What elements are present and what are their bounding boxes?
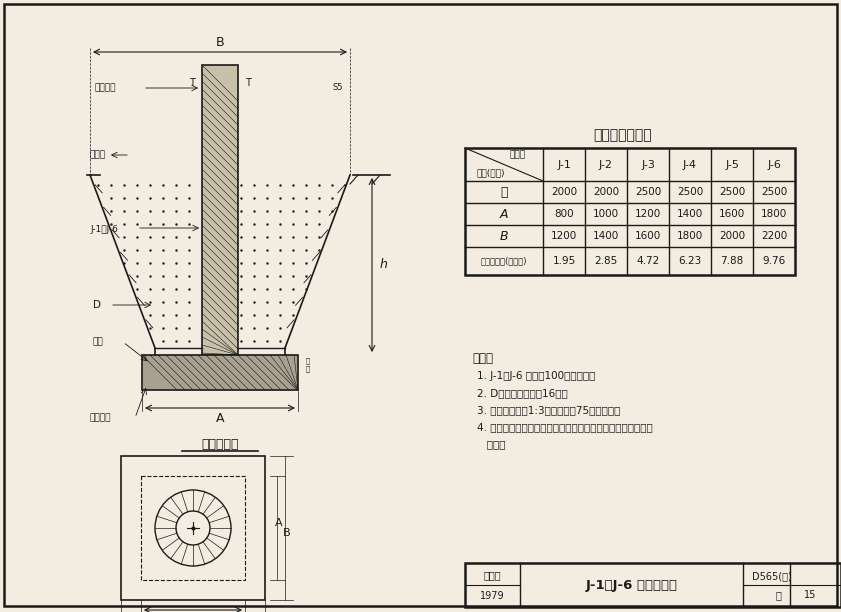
Text: J-5: J-5 [725, 160, 739, 170]
Text: 4.72: 4.72 [637, 256, 659, 266]
Text: T: T [245, 78, 251, 88]
Text: h: h [380, 258, 388, 272]
Text: 1979: 1979 [479, 591, 505, 601]
Text: 1800: 1800 [761, 209, 787, 219]
Text: 1600: 1600 [635, 231, 661, 241]
Text: 2000: 2000 [593, 187, 619, 197]
Text: 2. D为预制基础见第16页。: 2. D为预制基础见第16页。 [477, 388, 568, 398]
Bar [142, 355, 298, 390]
Text: 15: 15 [804, 590, 816, 600]
Text: 1.95: 1.95 [553, 256, 575, 266]
Text: 6.23: 6.23 [679, 256, 701, 266]
Text: 基础尺寸体积表: 基础尺寸体积表 [594, 128, 653, 142]
Text: 7.88: 7.88 [721, 256, 743, 266]
Text: 2500: 2500 [635, 187, 661, 197]
Text: 2500: 2500 [677, 187, 703, 197]
Text: J-1: J-1 [557, 160, 571, 170]
Text: 1. J-1～J-6 基础为100号混凝土。: 1. J-1～J-6 基础为100号混凝土。 [477, 371, 595, 381]
Text: 标准图: 标准图 [484, 570, 500, 580]
Text: 测
量: 测 量 [306, 358, 310, 372]
Text: 2500: 2500 [761, 187, 787, 197]
Text: 模拟拆离: 模拟拆离 [95, 83, 117, 92]
Bar [465, 148, 795, 275]
Text: 页: 页 [775, 590, 781, 600]
Text: J-4: J-4 [683, 160, 697, 170]
Text: 800: 800 [554, 209, 574, 219]
Text: J-3: J-3 [641, 160, 655, 170]
Text: 原状土: 原状土 [90, 151, 106, 160]
Text: 构件号: 构件号 [510, 151, 526, 160]
Text: A: A [275, 518, 283, 528]
Text: 混凝土体积(立方米): 混凝土体积(立方米) [481, 256, 527, 266]
Text: T: T [189, 78, 195, 88]
Text: 1400: 1400 [677, 209, 703, 219]
Text: A: A [500, 207, 508, 220]
Text: 夯实。: 夯实。 [477, 439, 505, 449]
Text: 1200: 1200 [551, 231, 577, 241]
Text: 2000: 2000 [719, 231, 745, 241]
Text: S5: S5 [333, 83, 343, 92]
Text: 2000: 2000 [551, 187, 577, 197]
Text: D565(二): D565(二) [752, 571, 791, 581]
Text: 1200: 1200 [635, 209, 661, 219]
Bar [121, 456, 265, 600]
Text: 尺寸(毫米): 尺寸(毫米) [477, 168, 505, 177]
Text: J-1～J-6 基础构造图: J-1～J-6 基础构造图 [585, 578, 678, 592]
Text: 2.85: 2.85 [595, 256, 617, 266]
Text: 9.76: 9.76 [763, 256, 785, 266]
Text: J-1～J-6: J-1～J-6 [90, 225, 118, 234]
Text: 垫层: 垫层 [93, 337, 103, 346]
Text: B: B [215, 37, 225, 50]
Text: 1400: 1400 [593, 231, 619, 241]
Text: D: D [93, 300, 101, 310]
Text: 2500: 2500 [719, 187, 745, 197]
Text: 立面构造图: 立面构造图 [201, 439, 239, 452]
Bar [202, 65, 238, 355]
Text: 元: 元 [500, 185, 508, 198]
Text: 1000: 1000 [593, 209, 619, 219]
Text: 素土夯实: 素土夯实 [90, 414, 112, 422]
Bar [465, 563, 841, 607]
Text: J-2: J-2 [599, 160, 613, 170]
Text: B: B [500, 230, 508, 242]
Text: 附注：: 附注： [472, 351, 493, 365]
Text: 2200: 2200 [761, 231, 787, 241]
Text: J-6: J-6 [767, 160, 781, 170]
Text: B: B [283, 528, 291, 538]
Text: 1800: 1800 [677, 231, 703, 241]
Text: 1600: 1600 [719, 209, 745, 219]
Text: 4. 基坑四周土壤切勿扰动，如有部分回填土时、必须很好分层: 4. 基坑四周土壤切勿扰动，如有部分回填土时、必须很好分层 [477, 422, 653, 432]
Text: 3. 垫层为卵石灌1:3水泥沙浆或75号混凝土。: 3. 垫层为卵石灌1:3水泥沙浆或75号混凝土。 [477, 405, 621, 415]
Text: A: A [216, 411, 225, 425]
Bar [141, 476, 245, 580]
